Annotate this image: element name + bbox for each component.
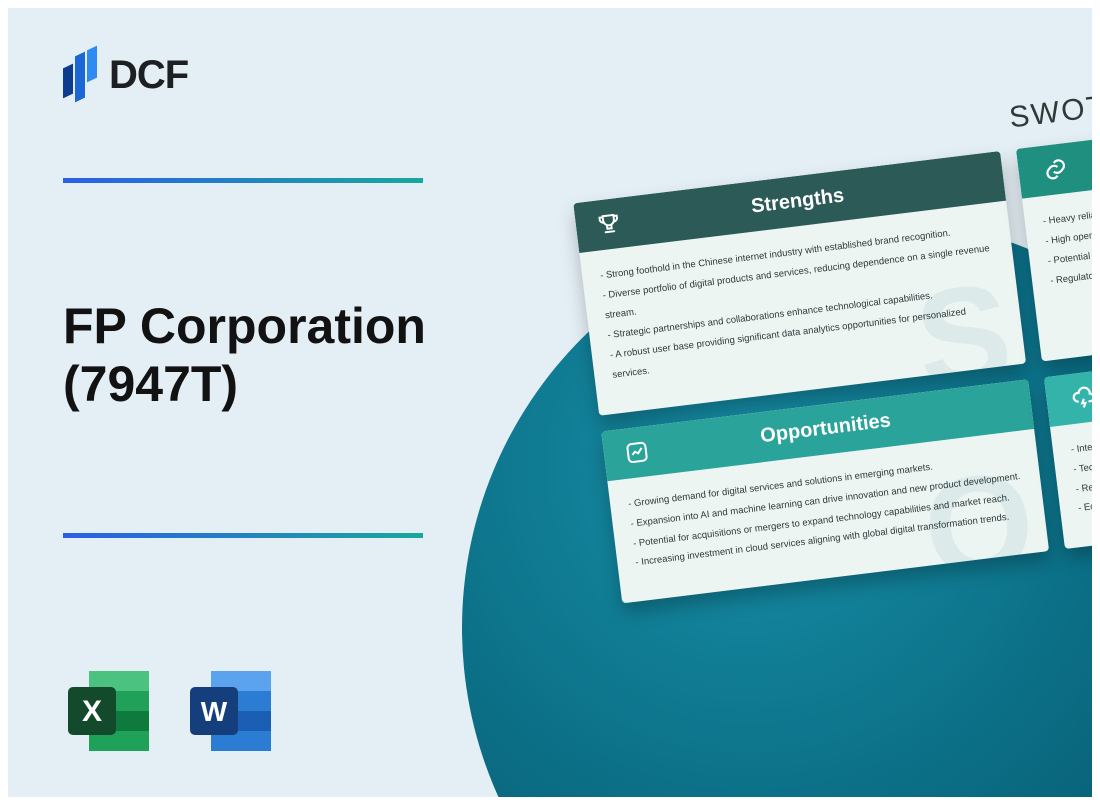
- swot-grid: Strengths Strong foothold in the Chinese…: [573, 116, 1092, 604]
- title-line-2: (7947T): [63, 356, 426, 414]
- swot-threats: Threats Intense competition. Technologic…: [1044, 340, 1092, 549]
- divider-top: [63, 178, 423, 183]
- link-icon: [1039, 153, 1072, 186]
- svg-text:W: W: [201, 696, 228, 727]
- svg-text:X: X: [82, 695, 102, 728]
- logo-bar-3: [87, 46, 97, 83]
- card: DCF FP Corporation (7947T) X: [8, 8, 1092, 797]
- swot-strengths: Strengths Strong foothold in the Chinese…: [573, 151, 1026, 415]
- stage: DCF FP Corporation (7947T) X: [0, 0, 1100, 805]
- page-title: FP Corporation (7947T): [63, 298, 426, 413]
- logo-mark-icon: [63, 48, 99, 103]
- logo-bar-1: [63, 64, 73, 99]
- divider-bottom: [63, 533, 423, 538]
- swot-preview: SWOT ANALYSIS Strengths Str: [567, 68, 1092, 604]
- excel-icon: X: [63, 665, 155, 757]
- brand-logo: DCF: [63, 48, 188, 103]
- swot-weaknesses: Weaknesses Heavy reliance on the domesti…: [1016, 112, 1092, 361]
- logo-bar-2: [75, 52, 85, 103]
- title-line-1: FP Corporation: [63, 298, 426, 356]
- app-icons: X W: [63, 665, 277, 757]
- storm-icon: [1067, 381, 1092, 414]
- logo-text: DCF: [109, 53, 188, 98]
- word-icon: W: [185, 665, 277, 757]
